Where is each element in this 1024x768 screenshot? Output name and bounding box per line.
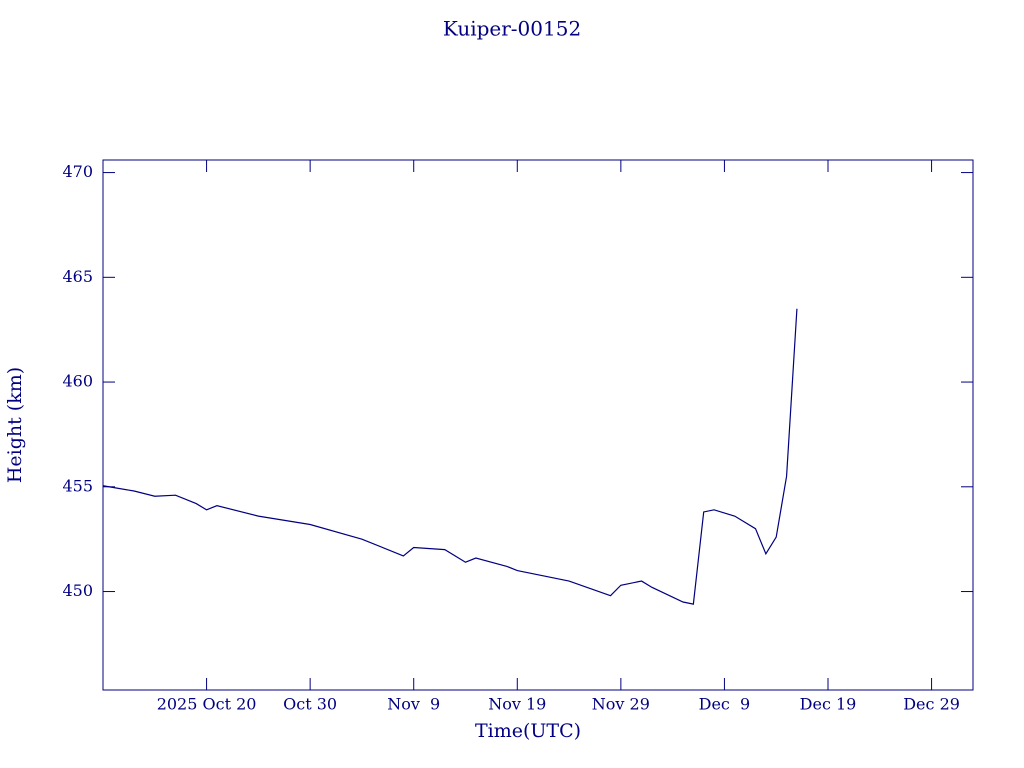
x-tick-label: Nov 9 xyxy=(387,695,440,714)
data-line xyxy=(102,308,798,605)
x-tick-label: Dec 29 xyxy=(903,695,960,714)
y-tick-label: 450 xyxy=(62,581,93,600)
x-tick-label: Oct 30 xyxy=(283,695,337,714)
y-tick-label: 460 xyxy=(62,372,93,391)
y-axis-label: Height (km) xyxy=(4,367,26,483)
x-tick-label: Nov 19 xyxy=(488,695,546,714)
plot-frame xyxy=(102,159,974,691)
x-tick-label: Dec 9 xyxy=(699,695,751,714)
y-tick-label: 465 xyxy=(62,267,93,286)
y-tick-label: 455 xyxy=(62,476,93,495)
chart-title: Kuiper-00152 xyxy=(443,17,581,41)
x-tick-label: 2025 Oct 20 xyxy=(157,695,257,714)
x-tick-label: Nov 29 xyxy=(592,695,650,714)
x-tick-label: Dec 19 xyxy=(800,695,857,714)
x-axis-label: Time(UTC) xyxy=(475,720,581,742)
y-tick-label: 470 xyxy=(62,162,93,181)
